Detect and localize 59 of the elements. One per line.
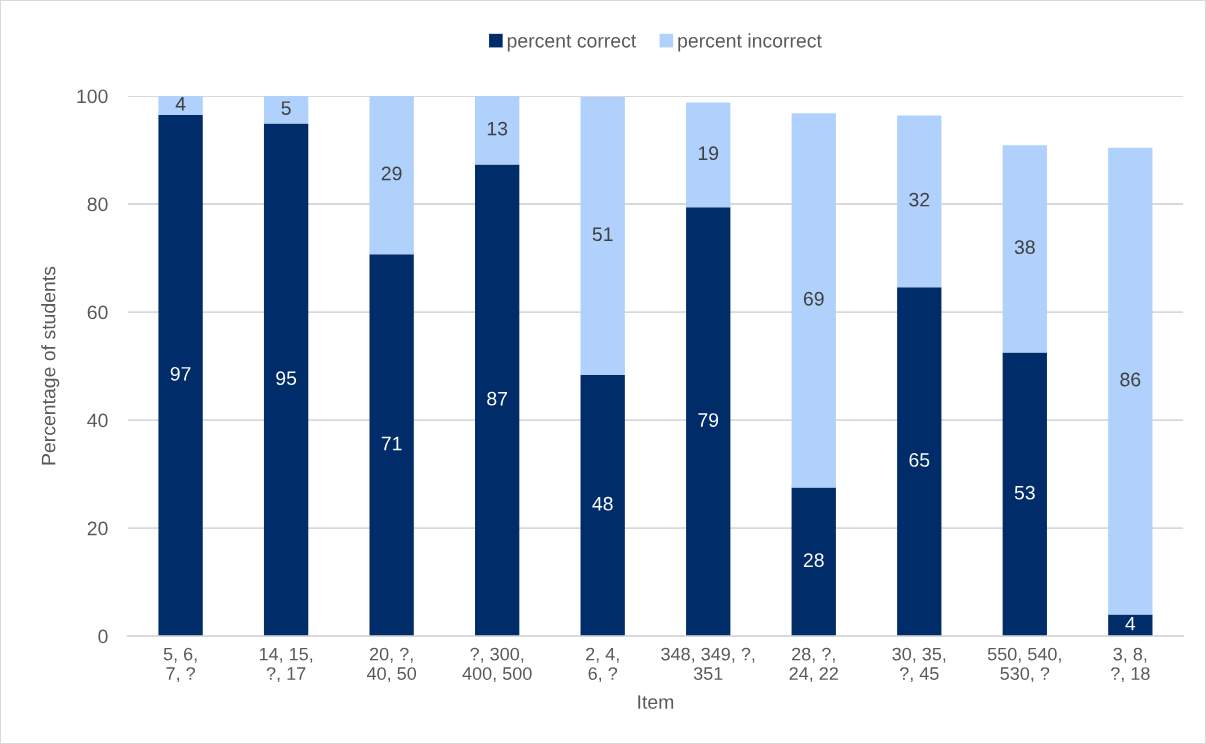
x-tick-label: 2, 4, 6, ?	[586, 647, 619, 683]
data-label: 5	[281, 101, 291, 115]
x-tick-label: 30, 35, ?, 45	[892, 647, 946, 683]
x-tick-label: 28, ?, 24, 22	[789, 647, 838, 683]
bar	[1108, 147, 1153, 615]
data-label: 4	[175, 97, 186, 111]
data-label: 13	[487, 121, 508, 136]
bar	[580, 374, 625, 637]
bar	[1002, 352, 1047, 637]
bar	[263, 123, 309, 637]
data-label: 69	[803, 291, 824, 306]
bar	[686, 102, 731, 208]
bar	[369, 95, 414, 255]
y-tick-label: 0	[98, 629, 108, 644]
data-label: 51	[592, 227, 613, 242]
legend-label: percent incorrect	[678, 33, 822, 52]
x-tick-label: 550, 540, 530, ?	[987, 647, 1061, 683]
bar	[791, 487, 836, 637]
data-label: 79	[698, 413, 719, 427]
data-label: 48	[592, 496, 613, 511]
data-label: 53	[1014, 485, 1035, 500]
bar	[158, 114, 203, 637]
bar	[897, 115, 942, 288]
bar	[475, 95, 520, 165]
bar	[791, 113, 836, 488]
data-label: 71	[381, 436, 402, 451]
y-axis-title: Percentage of students	[41, 266, 60, 465]
bar	[158, 95, 203, 115]
y-tick-label: 60	[87, 305, 108, 320]
bar	[263, 95, 309, 124]
bar	[897, 287, 942, 637]
data-label: 95	[276, 371, 297, 386]
x-tick-label: 5, 6, 7, ?	[163, 647, 197, 683]
data-label: 29	[381, 166, 402, 181]
x-tick-label: 14, 15, ?, 17	[259, 647, 313, 683]
data-label: 86	[1120, 372, 1141, 387]
data-label: 28	[803, 553, 824, 568]
bar	[475, 164, 520, 637]
x-tick-label: 3, 8, ?, 18	[1110, 647, 1150, 683]
bar	[580, 97, 625, 375]
data-label: 19	[698, 146, 719, 161]
y-tick-label: 40	[87, 413, 108, 428]
x-tick-label: 20, ?, 40, 50	[366, 647, 417, 683]
bar	[369, 254, 414, 637]
bar	[686, 207, 731, 637]
x-tick-label: 348, 349, ?, 351	[661, 647, 755, 680]
x-tick-label: ?, 300, 400, 500	[462, 647, 532, 683]
bar	[1002, 145, 1047, 353]
data-label: 4	[1125, 616, 1136, 631]
data-label: 97	[170, 366, 191, 381]
y-tick-label: 100	[77, 89, 108, 104]
x-axis-title: Item	[638, 695, 674, 709]
y-tick-label: 80	[87, 197, 108, 212]
y-tick-label: 20	[87, 521, 108, 536]
data-label: 38	[1014, 240, 1035, 255]
data-label: 65	[909, 453, 930, 467]
data-label: 32	[909, 192, 930, 207]
data-label: 87	[487, 391, 508, 406]
legend-label: percent correct	[507, 34, 637, 52]
